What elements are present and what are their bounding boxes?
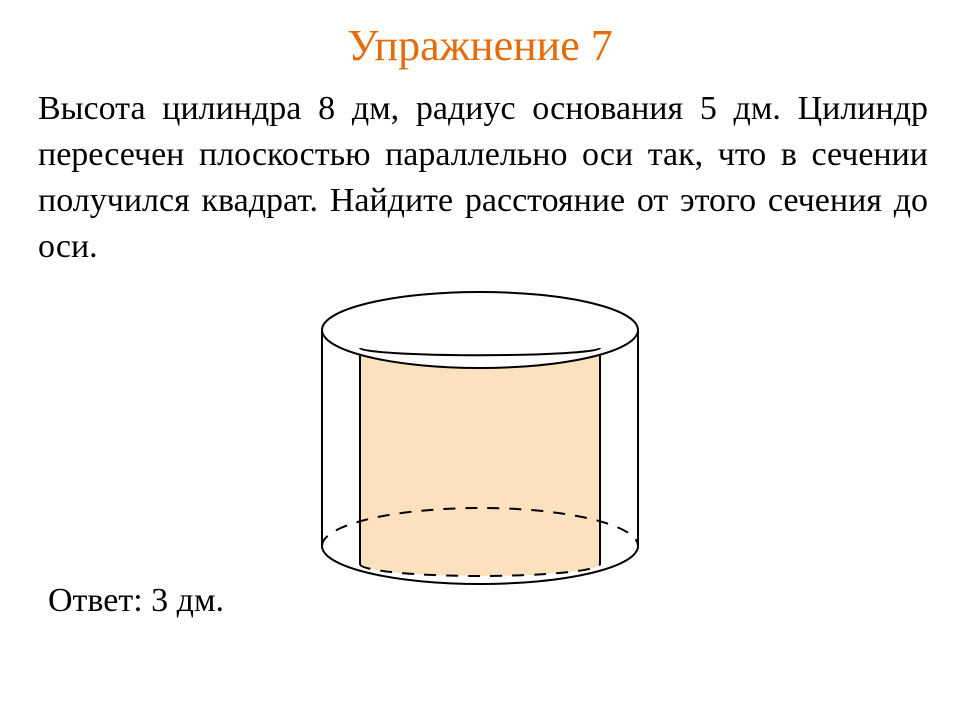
page: Упражнение 7 Высота цилиндра 8 дм, радиу…	[0, 0, 960, 720]
problem-text: Высота цилиндра 8 дм, радиус основания 5…	[38, 86, 928, 270]
answer-label: Ответ:	[48, 582, 143, 619]
cylinder-svg	[280, 286, 680, 596]
cylinder-diagram	[280, 286, 680, 601]
answer-line: Ответ: 3 дм.	[48, 582, 224, 620]
answer-value: 3 дм.	[143, 582, 224, 619]
exercise-title: Упражнение 7	[0, 20, 960, 71]
